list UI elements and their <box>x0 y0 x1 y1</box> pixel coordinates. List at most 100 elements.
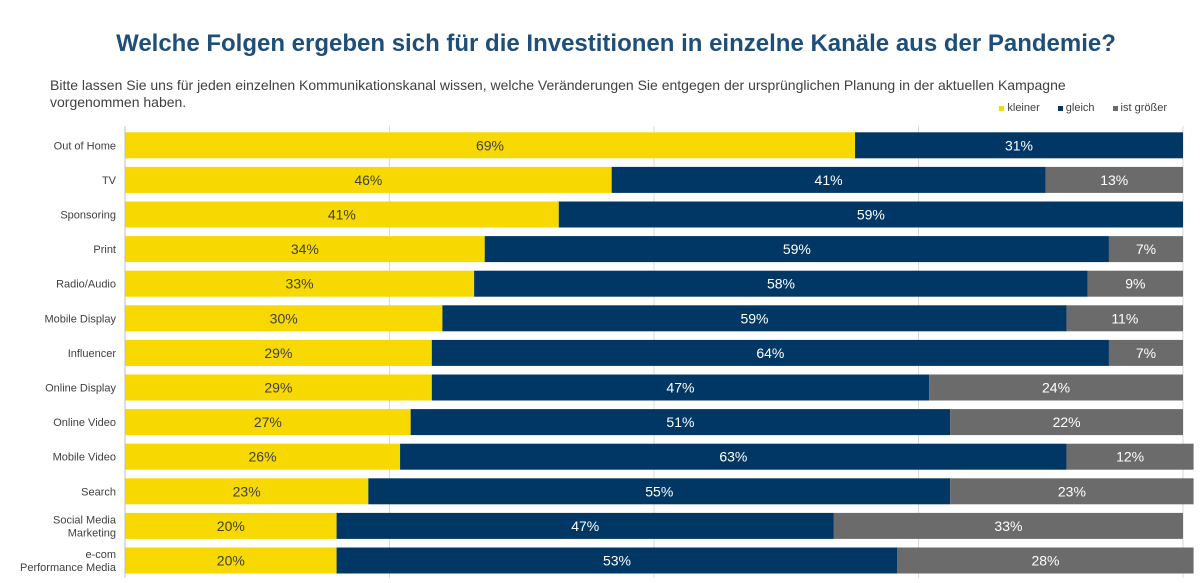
data-label: 29% <box>264 345 292 361</box>
bar-segment-ist-größer <box>950 478 1194 505</box>
bar-segment-ist-größer <box>1108 236 1183 263</box>
bar-segment-ist-größer <box>1108 339 1183 366</box>
data-label: 20% <box>217 553 245 569</box>
category-label: Print <box>93 244 116 256</box>
bar-segment-kleiner <box>125 305 443 332</box>
bar-segment-gleich <box>336 512 834 539</box>
data-label: 51% <box>666 414 694 430</box>
legend-item-kleiner: kleiner <box>999 102 1040 114</box>
category-label: e-com Performance Media <box>20 549 117 574</box>
bar-segment-kleiner <box>125 201 559 228</box>
chart-subtitle: Bitte lassen Sie uns für jeden einzelnen… <box>50 77 1066 110</box>
data-label: 27% <box>254 414 282 430</box>
bar-segment-ist-größer <box>1087 270 1183 297</box>
bar-segment-ist-größer <box>1066 305 1183 332</box>
data-label: 13% <box>1100 172 1128 188</box>
data-label: 9% <box>1125 276 1145 292</box>
data-label: 69% <box>476 137 504 153</box>
data-label: 30% <box>270 310 298 326</box>
data-label: 28% <box>1031 553 1059 569</box>
bar-segment-kleiner <box>125 132 856 159</box>
bar-segment-kleiner <box>125 270 475 297</box>
category-label: Mobile Video <box>53 452 116 464</box>
legend-label-kleiner: kleiner <box>1007 102 1040 114</box>
bar-segment-ist-größer <box>897 547 1194 574</box>
data-label: 23% <box>233 483 261 499</box>
category-label: Out of Home <box>54 140 116 152</box>
data-label: 47% <box>666 380 694 396</box>
category-label: TV <box>102 175 117 187</box>
data-label: 7% <box>1136 241 1156 257</box>
bar-segment-kleiner <box>125 512 337 539</box>
bar-segment-gleich <box>855 132 1183 159</box>
data-label: 41% <box>815 172 843 188</box>
bar-segment-gleich <box>400 443 1067 470</box>
bar-segment-kleiner <box>125 374 432 401</box>
bar-segment-kleiner <box>125 339 432 366</box>
bar-segment-ist-größer <box>929 374 1183 401</box>
legend-swatch-groesser <box>1112 105 1118 111</box>
data-label: 12% <box>1116 449 1144 465</box>
data-label: 59% <box>740 310 768 326</box>
data-label: 20% <box>217 518 245 534</box>
data-label: 41% <box>328 207 356 223</box>
bar-segment-gleich <box>484 236 1109 263</box>
data-label: 29% <box>264 380 292 396</box>
bar-segment-gleich <box>442 305 1067 332</box>
bar-segment-gleich <box>368 478 951 505</box>
legend-swatch-kleiner <box>999 105 1005 111</box>
category-label: Search <box>81 486 116 498</box>
chart-title: Welche Folgen ergeben sich für die Inves… <box>116 30 1116 57</box>
data-label: 33% <box>286 276 314 292</box>
category-label: Radio/Audio <box>56 279 116 291</box>
data-label: 47% <box>571 518 599 534</box>
bar-segment-kleiner <box>125 166 612 193</box>
data-label: 59% <box>783 241 811 257</box>
bar-segment-gleich <box>431 374 930 401</box>
bar-segment-gleich <box>558 201 1183 228</box>
data-label: 24% <box>1042 380 1070 396</box>
data-label: 26% <box>249 449 277 465</box>
data-label: 64% <box>756 345 784 361</box>
category-label: Online Video <box>53 417 116 429</box>
category-label: Sponsoring <box>60 210 116 222</box>
category-label: Mobile Display <box>44 313 116 325</box>
bar-segment-kleiner <box>125 478 369 505</box>
bar-segment-ist-größer <box>1045 166 1183 193</box>
bar-segment-gleich <box>431 339 1109 366</box>
data-label: 33% <box>994 518 1022 534</box>
bar-segment-kleiner <box>125 409 411 436</box>
data-label: 53% <box>603 553 631 569</box>
bar-segment-gleich <box>410 409 951 436</box>
legend-item-groesser: ist größer <box>1112 102 1167 114</box>
data-label: 11% <box>1111 310 1138 326</box>
legend-label-groesser: ist größer <box>1120 102 1167 114</box>
bar-segment-kleiner <box>125 236 485 263</box>
data-label: 7% <box>1136 345 1156 361</box>
bar-segment-gleich <box>474 270 1088 297</box>
legend-item-gleich: gleich <box>1057 102 1095 114</box>
bar-segment-kleiner <box>125 547 337 574</box>
data-label: 34% <box>291 241 319 257</box>
data-label: 23% <box>1058 483 1086 499</box>
category-label: Influencer <box>68 348 117 360</box>
data-label: 22% <box>1053 414 1081 430</box>
bar-segment-gleich <box>611 166 1046 193</box>
data-label: 31% <box>1005 137 1033 153</box>
data-label: 63% <box>719 449 747 465</box>
bar-segment-ist-größer <box>833 512 1183 539</box>
legend-label-gleich: gleich <box>1065 102 1095 114</box>
data-label: 58% <box>767 276 795 292</box>
category-label: Social Media Marketing <box>53 514 117 539</box>
legend-swatch-gleich <box>1057 105 1063 111</box>
data-label: 46% <box>354 172 382 188</box>
bar-segment-ist-größer <box>950 409 1183 436</box>
legend: kleiner gleich ist größer <box>999 102 1167 114</box>
data-label: 55% <box>645 483 673 499</box>
data-label: 59% <box>857 207 885 223</box>
category-label: Online Display <box>45 383 116 395</box>
bar-segment-gleich <box>336 547 898 574</box>
bar-segment-ist-größer <box>1066 443 1194 470</box>
bar-segment-kleiner <box>125 443 401 470</box>
